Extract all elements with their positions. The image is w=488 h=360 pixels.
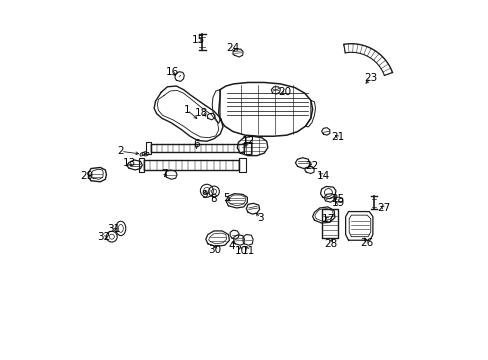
Text: 10: 10 <box>234 246 247 256</box>
Text: 26: 26 <box>359 238 372 248</box>
Text: 15: 15 <box>192 35 205 45</box>
Text: 24: 24 <box>226 43 239 53</box>
Text: 27: 27 <box>376 203 389 213</box>
Text: 6: 6 <box>192 139 199 149</box>
Text: 11: 11 <box>241 246 254 256</box>
Text: 4: 4 <box>228 241 235 251</box>
Text: 20: 20 <box>278 87 291 97</box>
Text: 8: 8 <box>210 194 217 204</box>
Text: 2: 2 <box>117 146 124 156</box>
Text: 1: 1 <box>183 105 190 115</box>
Text: 29: 29 <box>80 171 93 181</box>
Text: 21: 21 <box>330 132 344 142</box>
Text: 5: 5 <box>223 193 229 203</box>
Text: 18: 18 <box>194 108 208 118</box>
Text: 9: 9 <box>202 190 208 200</box>
Text: 7: 7 <box>161 168 168 179</box>
Text: 19: 19 <box>331 198 345 208</box>
Text: 12: 12 <box>241 136 254 146</box>
Text: 25: 25 <box>330 194 344 204</box>
Text: 14: 14 <box>316 171 329 181</box>
Text: 31: 31 <box>107 225 120 234</box>
Text: 22: 22 <box>305 161 318 171</box>
Text: 13: 13 <box>122 158 135 168</box>
Text: 16: 16 <box>165 67 178 77</box>
Text: 3: 3 <box>257 213 264 222</box>
Text: 30: 30 <box>208 245 221 255</box>
Text: 17: 17 <box>322 215 335 224</box>
Text: 28: 28 <box>323 239 337 249</box>
Text: 23: 23 <box>364 73 377 83</box>
Text: 32: 32 <box>97 232 110 242</box>
